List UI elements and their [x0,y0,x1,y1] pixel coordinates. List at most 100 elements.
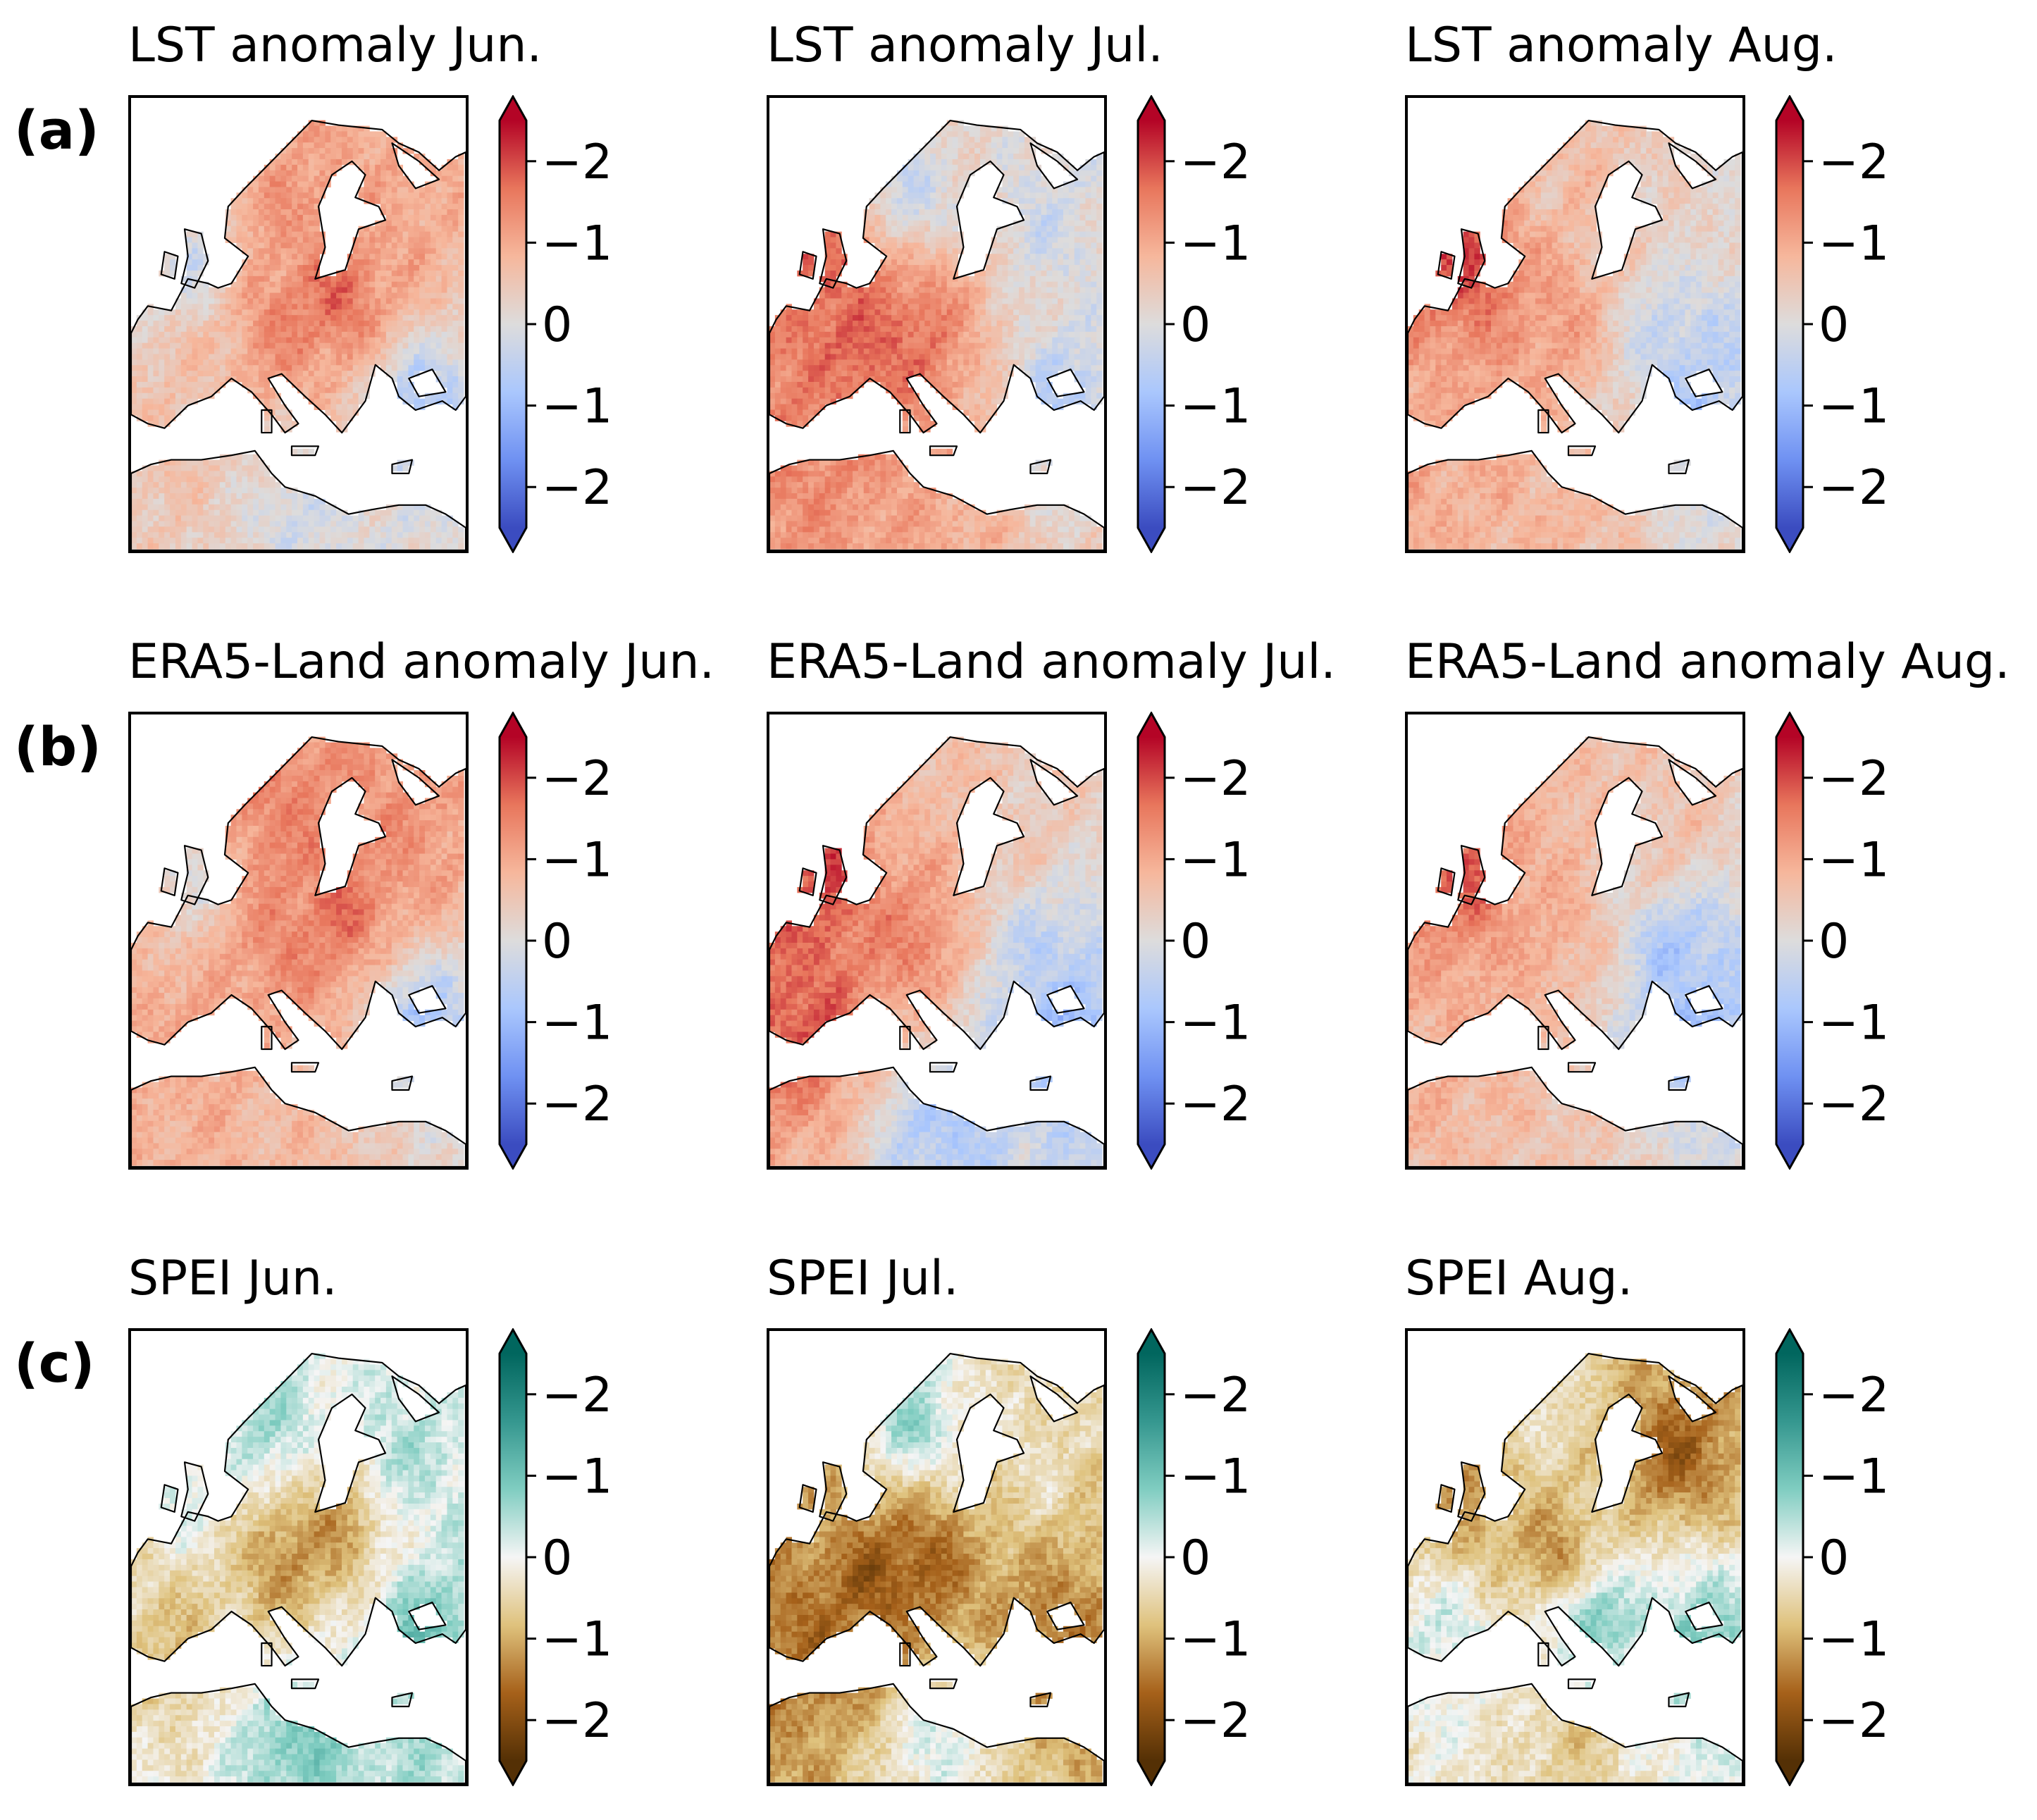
colorbar-gradient [1138,1354,1165,1761]
panel-title: LST anomaly Jun. [128,18,542,73]
map-svg [769,1353,1104,1783]
colorbar-extend-min [500,1761,526,1785]
colorbar-tick-label: −2 [542,460,611,516]
colorbar-svg: −2 −1 0 −1 −2 [1137,710,1251,1171]
colorbar-gradient [1776,1354,1803,1761]
anomaly-field [1408,1353,1741,1783]
colorbar-tick-label: −1 [1180,379,1249,435]
map-panel-lst_aug [1405,95,1745,553]
colorbar-tick-label: −2 [1180,135,1249,190]
panel-title: SPEI Jul. [767,1251,958,1306]
colorbar-tick-label: −2 [542,1077,611,1132]
colorbar-tick-label: 0 [1180,297,1211,353]
colorbar-tick-label: −2 [1819,1693,1888,1749]
colorbar-extend-min [1776,1761,1803,1785]
colorbar-outline [1137,1327,1166,1788]
colorbar: −2 −1 0 −1 −2 [1775,710,1889,1172]
anomaly-field [131,120,464,550]
colorbar-tick-label: −1 [542,379,611,435]
map-svg [131,1353,466,1783]
map-svg [131,120,466,550]
colorbar-tick-label: −1 [1180,216,1249,271]
colorbar-gradient [1138,737,1165,1144]
anomaly-field [131,1353,464,1783]
panel-title: ERA5-Land anomaly Jul. [767,634,1336,690]
map-svg [131,736,466,1167]
colorbar-tick-label: −2 [1819,751,1888,807]
coastline [131,1353,466,1783]
colorbar-svg: −2 −1 0 −1 −2 [498,94,612,555]
colorbar-tick-label: −2 [1180,1077,1249,1132]
colorbar-tick-label: 0 [1180,1530,1211,1586]
colorbar-tick-label: −1 [542,1449,611,1504]
colorbar-extend-min [1138,1761,1165,1785]
colorbar-tick-label: −1 [542,832,611,888]
colorbar-extend-min [1776,1144,1803,1168]
colorbar-outline [1137,710,1166,1171]
colorbar: −2 −1 0 −1 −2 [1775,1327,1889,1789]
colorbar-tick-label: −1 [542,1612,611,1668]
map-svg [1408,120,1742,550]
colorbar-gradient [1138,120,1165,528]
colorbar-extend-max [1138,713,1165,737]
colorbar-extend-max [500,97,526,120]
colorbar-tick-label: −2 [1180,1368,1249,1423]
colorbar-gradient [500,120,526,528]
colorbar-outline [1775,710,1804,1171]
colorbar-svg: −2 −1 0 −1 −2 [1775,1327,1889,1788]
map-svg [1408,1353,1742,1783]
colorbar-extend-min [1776,528,1803,552]
colorbar-extend-max [1138,1330,1165,1354]
colorbar-outline [1137,94,1166,555]
colorbar-svg: −2 −1 0 −1 −2 [1775,94,1889,555]
anomaly-field [1408,120,1741,550]
colorbar-tick-label: −2 [542,1368,611,1423]
colorbar-tick-label: −2 [542,135,611,190]
colorbar-tick-label: −1 [1819,1449,1888,1504]
colorbar-tick-label: −1 [542,216,611,271]
coastline [769,120,1104,550]
colorbar-outline [498,710,528,1171]
map-svg [769,120,1104,550]
colorbar-extend-max [500,1330,526,1354]
colorbar: −2 −1 0 −1 −2 [1137,1327,1251,1789]
colorbar-tick-label: 0 [1819,297,1849,353]
colorbar-tick-label: −1 [1819,832,1888,888]
panel-title: LST anomaly Jul. [767,18,1163,73]
colorbar-tick-label: −2 [1180,460,1249,516]
coastline [1408,1353,1742,1783]
colorbar-svg: −2 −1 0 −1 −2 [1137,94,1251,555]
colorbar: −2 −1 0 −1 −2 [1137,710,1251,1172]
anomaly-field [769,736,1103,1166]
colorbar-tick-label: 0 [1180,914,1211,970]
colorbar-gradient [500,737,526,1144]
map-panel-era_jun [128,712,469,1170]
colorbar-outline [498,94,528,555]
colorbar-tick-label: 0 [1819,914,1849,970]
panel-title: LST anomaly Aug. [1405,18,1838,73]
colorbar: −2 −1 0 −1 −2 [1775,94,1889,556]
colorbar-tick-label: −1 [1819,1612,1888,1668]
colorbar-tick-label: −1 [1819,216,1888,271]
colorbar-svg: −2 −1 0 −1 −2 [498,710,612,1171]
coastline [131,120,466,550]
map-svg [1408,736,1742,1167]
colorbar-tick-label: −1 [1180,996,1249,1051]
colorbar-tick-label: −2 [1819,1077,1888,1132]
map-panel-spei_jul [767,1328,1107,1786]
colorbar-tick-label: −1 [1180,832,1249,888]
colorbar-tick-label: 0 [542,1530,572,1586]
colorbar-extend-max [1776,1330,1803,1354]
colorbar-outline [1775,94,1804,555]
anomaly-field [131,736,464,1166]
colorbar-tick-label: 0 [542,297,572,353]
map-panel-lst_jul [767,95,1107,553]
colorbar: −2 −1 0 −1 −2 [498,710,612,1172]
coastline [1408,120,1742,550]
row-label-c: (c) [14,1332,95,1394]
colorbar-tick-label: −1 [1180,1612,1249,1668]
colorbar-tick-label: 0 [542,914,572,970]
colorbar-tick-label: −2 [1819,460,1888,516]
coastline [1408,736,1742,1167]
